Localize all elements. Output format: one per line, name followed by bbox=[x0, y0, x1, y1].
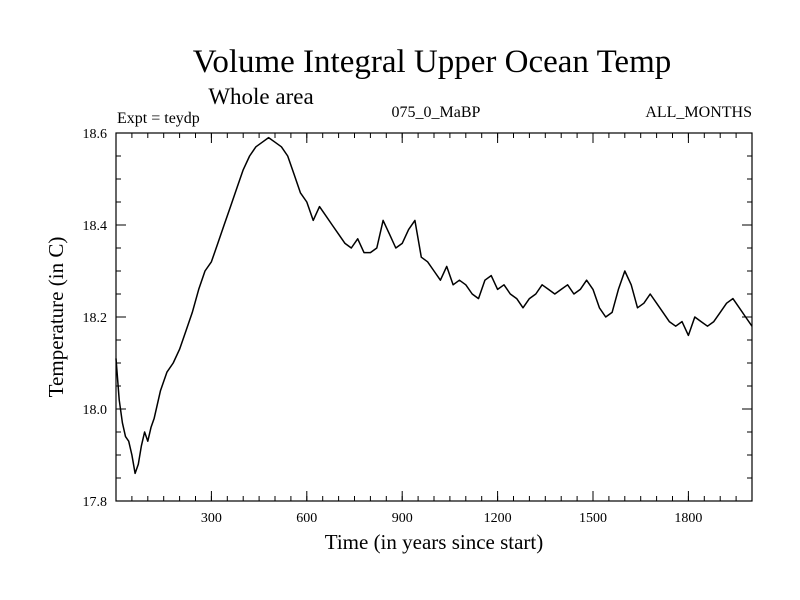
y-tick-label: 18.0 bbox=[83, 403, 108, 418]
chart-title: Volume Integral Upper Ocean Temp bbox=[193, 44, 671, 80]
x-axis-tick-labels: 300 600 900 1200 1500 1800 bbox=[201, 511, 703, 526]
y-tick-label: 18.4 bbox=[83, 219, 108, 234]
chart-subtitle: Whole area bbox=[208, 84, 313, 109]
x-tick-label: 1800 bbox=[674, 511, 702, 526]
x-tick-label: 600 bbox=[296, 511, 317, 526]
temperature-series-line bbox=[115, 136, 753, 475]
y-axis-tick-labels: 17.8 18.0 18.2 18.4 18.6 bbox=[83, 127, 108, 510]
y-tick-label: 18.2 bbox=[83, 311, 108, 326]
x-tick-label: 1200 bbox=[484, 511, 512, 526]
x-tick-label: 900 bbox=[392, 511, 413, 526]
plot-frame bbox=[115, 132, 753, 502]
run-label: 075_0_MaBP bbox=[392, 104, 481, 121]
months-label: ALL_MONTHS bbox=[645, 104, 752, 121]
x-axis-label: Time (in years since start) bbox=[325, 530, 544, 554]
experiment-label: Expt = teydp bbox=[117, 110, 200, 127]
y-axis-label: Temperature (in C) bbox=[44, 237, 68, 398]
axis-ticks bbox=[116, 132, 752, 502]
y-tick-label: 17.8 bbox=[83, 495, 108, 510]
x-tick-label: 1500 bbox=[579, 511, 607, 526]
y-tick-label: 18.6 bbox=[83, 127, 108, 142]
x-tick-label: 300 bbox=[201, 511, 222, 526]
